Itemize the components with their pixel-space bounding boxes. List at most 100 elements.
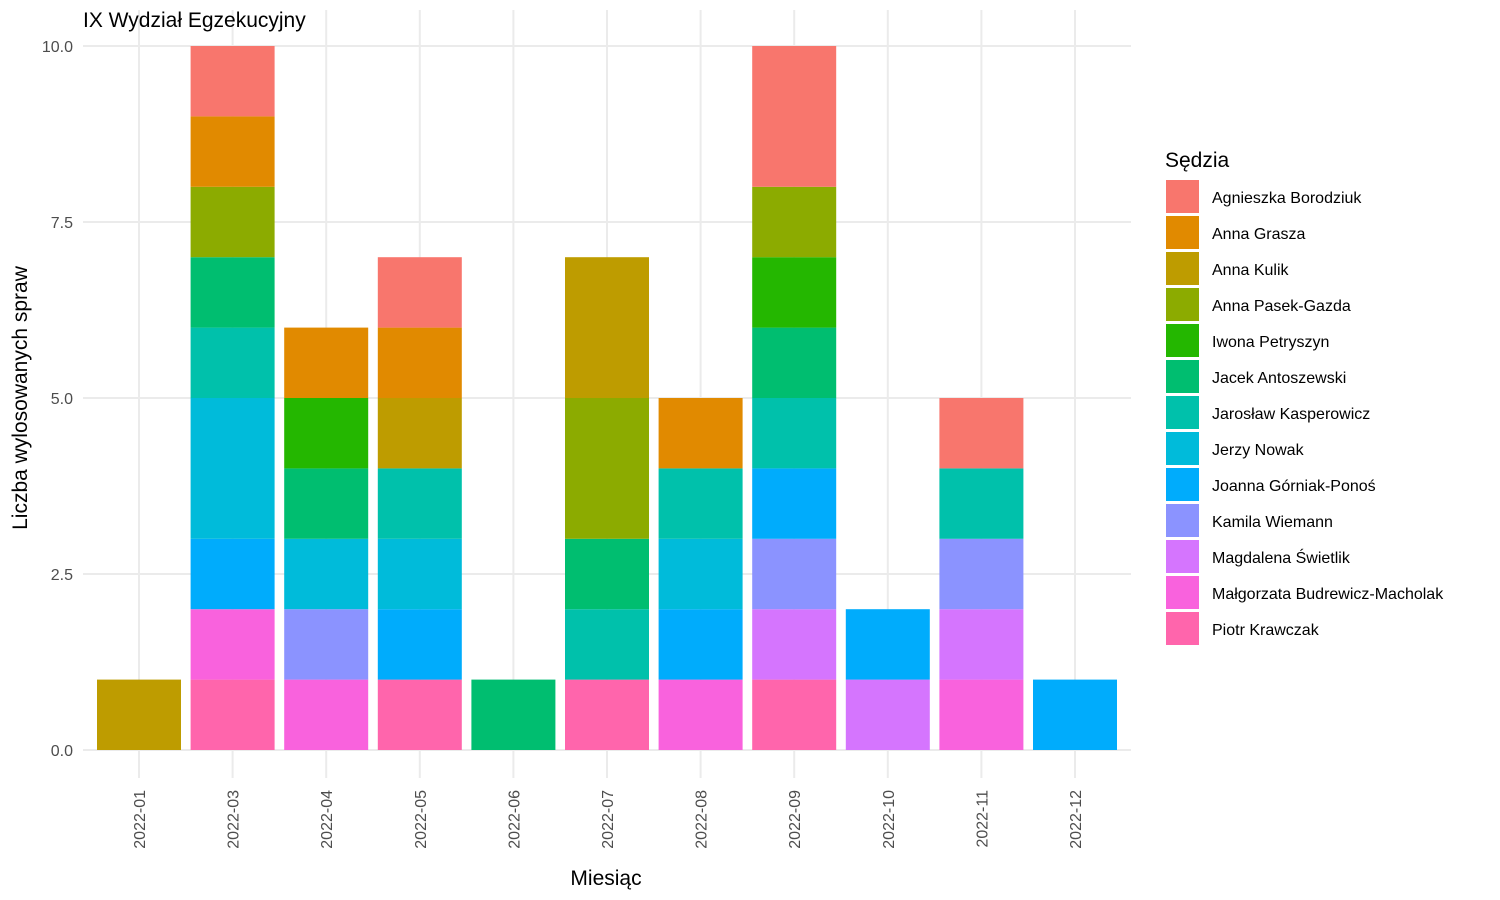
- x-tick-label: 2022-04: [319, 790, 336, 849]
- legend: Sędzia Agnieszka Borodziuk Anna Grasza Ann…: [1165, 149, 1444, 645]
- x-axis-title: Miesiąc: [570, 867, 641, 890]
- bar-segment: [752, 327, 837, 398]
- x-tick-label: 2022-11: [974, 790, 991, 848]
- bar-segment: [190, 46, 275, 117]
- bar-segment: [845, 679, 930, 750]
- bar-segment: [658, 468, 743, 539]
- bar-segment: [939, 679, 1024, 750]
- bar-segment: [565, 538, 649, 610]
- bar-segment: [471, 679, 556, 750]
- bar-segment: [377, 679, 462, 750]
- legend-label: Piotr Krawczak: [1212, 622, 1320, 639]
- bar-segment: [377, 538, 462, 610]
- x-tick-label: 2022-03: [226, 790, 243, 849]
- x-axis-ticks: 2022-01 2022-03 2022-04 2022-05 2022-06 2022-…: [132, 790, 1085, 849]
- x-tick-label: 2022-07: [600, 790, 617, 849]
- y-tick-label: 7.5: [51, 215, 73, 232]
- bar-segment: [377, 468, 462, 539]
- legend-swatch: [1166, 468, 1199, 501]
- legend-swatch: [1166, 252, 1199, 285]
- bar-segment: [752, 609, 837, 680]
- legend-label: Anna Kulik: [1212, 262, 1289, 279]
- bars: [97, 46, 1117, 750]
- legend-swatch: [1166, 288, 1199, 321]
- bar-segment: [190, 538, 275, 610]
- chart-title: IX Wydział Egzekucyjny: [83, 9, 306, 32]
- bar-segment: [565, 679, 649, 750]
- bar-segment: [284, 327, 369, 398]
- bar-segment: [845, 609, 930, 680]
- x-tick-label: 2022-10: [881, 790, 898, 849]
- bar-segment: [284, 468, 369, 539]
- bar-segment: [752, 538, 837, 610]
- bar-segment: [658, 679, 743, 750]
- bar-segment: [284, 679, 369, 750]
- legend-label: Jarosław Kasperowicz: [1212, 406, 1370, 423]
- bar-segment: [190, 327, 275, 398]
- bar-segment: [939, 398, 1024, 469]
- legend-label: Joanna Górniak-Ponoś: [1212, 478, 1376, 495]
- bar-segment: [752, 46, 837, 187]
- bar-segment: [190, 679, 275, 750]
- legend-title: Sędzia: [1165, 149, 1230, 172]
- bar-segment: [658, 609, 743, 680]
- legend-swatch: [1166, 216, 1199, 249]
- bar-segment: [939, 538, 1024, 610]
- bar-segment: [190, 398, 275, 539]
- bar-segment: [190, 186, 275, 258]
- bar-segment: [377, 398, 462, 469]
- legend-swatch: [1166, 432, 1199, 465]
- legend-label: Jacek Antoszewski: [1212, 370, 1346, 387]
- legend-label: Agnieszka Borodziuk: [1212, 190, 1362, 207]
- y-tick-label: 5.0: [51, 391, 73, 408]
- bar-segment: [752, 468, 837, 539]
- bar-segment: [284, 398, 369, 469]
- bar-segment: [97, 679, 181, 750]
- y-axis-ticks: 0.0 2.5 5.0 7.5 10.0: [42, 39, 73, 760]
- bar-segment: [752, 679, 837, 750]
- bar-segment: [565, 609, 649, 680]
- bar-segment: [752, 257, 837, 328]
- bar-segment: [752, 186, 837, 258]
- legend-label: Jerzy Nowak: [1212, 442, 1305, 459]
- legend-label: Anna Pasek-Gazda: [1212, 298, 1351, 315]
- bar-segment: [658, 398, 743, 469]
- legend-swatch: [1166, 540, 1199, 573]
- bar-segment: [565, 398, 649, 539]
- x-tick-label: 2022-05: [413, 790, 430, 849]
- bar-segment: [190, 609, 275, 680]
- x-tick-label: 2022-08: [694, 790, 711, 849]
- bar-segment: [377, 257, 462, 328]
- legend-swatch: [1166, 180, 1199, 213]
- legend-label: Magdalena Świetlik: [1212, 548, 1351, 567]
- bar-segment: [1033, 679, 1117, 750]
- bar-segment: [284, 609, 369, 680]
- bar-segment: [284, 538, 369, 610]
- x-tick-label: 2022-09: [787, 790, 804, 849]
- legend-label: Iwona Petryszyn: [1212, 334, 1329, 351]
- bar-segment: [752, 398, 837, 469]
- legend-label: Kamila Wiemann: [1212, 514, 1333, 531]
- legend-swatch: [1166, 576, 1199, 609]
- bar-segment: [658, 538, 743, 610]
- legend-swatch: [1166, 360, 1199, 393]
- x-tick-label: 2022-06: [506, 790, 523, 849]
- legend-label: Małgorzata Budrewicz-Macholak: [1212, 586, 1444, 603]
- legend-swatch: [1166, 504, 1199, 537]
- bar-segment: [939, 468, 1024, 539]
- bar-segment: [377, 609, 462, 680]
- bar-segment: [190, 116, 275, 187]
- x-tick-label: 2022-01: [132, 790, 149, 849]
- legend-swatch: [1166, 324, 1199, 357]
- x-tick-label: 2022-12: [1068, 790, 1085, 849]
- legend-swatch: [1166, 612, 1199, 645]
- bar-segment: [939, 609, 1024, 680]
- bar-segment: [565, 257, 649, 398]
- legend-label: Anna Grasza: [1212, 226, 1305, 243]
- y-tick-label: 2.5: [51, 567, 73, 584]
- y-tick-label: 0.0: [51, 743, 73, 760]
- legend-swatch: [1166, 396, 1199, 429]
- bar-segment: [377, 327, 462, 398]
- bar-segment: [190, 257, 275, 328]
